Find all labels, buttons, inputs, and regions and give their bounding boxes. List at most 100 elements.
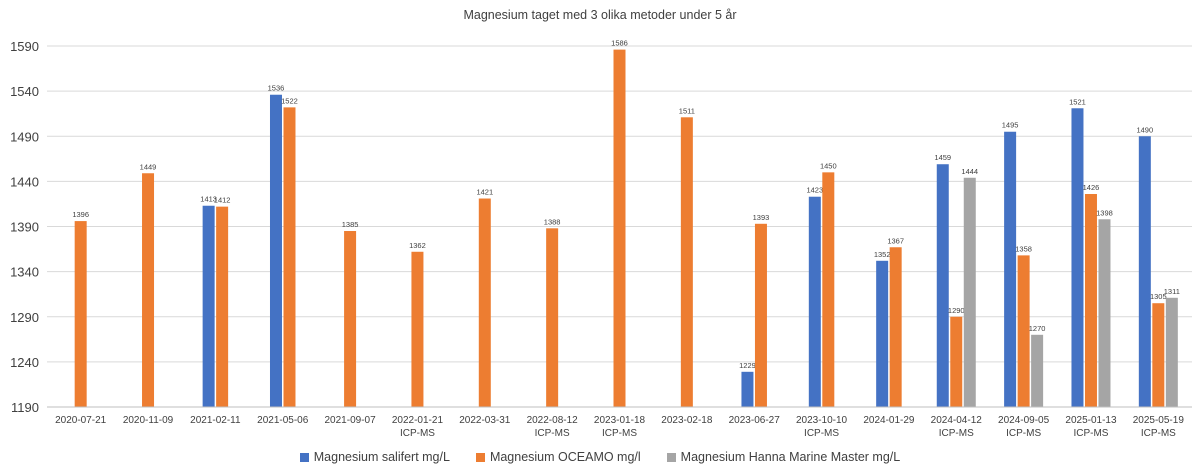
data-label: 1388 xyxy=(544,217,561,226)
x-tick-label: 2024-04-12 xyxy=(931,415,983,426)
bar xyxy=(1098,219,1111,407)
data-label: 1385 xyxy=(342,220,359,229)
bar xyxy=(142,173,155,407)
data-label: 1229 xyxy=(739,361,756,370)
bar xyxy=(1031,334,1044,407)
data-label: 1367 xyxy=(887,236,904,245)
data-label: 1423 xyxy=(806,186,823,195)
x-tick-label: 2022-08-12 xyxy=(527,415,579,426)
x-tick-label: 2022-03-31 xyxy=(459,415,511,426)
x-tick-sublabel: ICP-MS xyxy=(535,428,570,439)
x-tick-label: 2020-07-21 xyxy=(55,415,107,426)
bar xyxy=(741,371,754,407)
chart-title: Magnesium taget med 3 olika metoder unde… xyxy=(463,8,737,22)
bar xyxy=(889,247,902,407)
x-tick-label: 2023-02-18 xyxy=(661,415,713,426)
legend: Magnesium salifert mg/L Magnesium OCEAMO … xyxy=(0,450,1200,464)
y-tick-label: 1340 xyxy=(10,265,39,280)
data-label: 1396 xyxy=(72,210,89,219)
x-tick-sublabel: ICP-MS xyxy=(400,428,435,439)
bar xyxy=(1004,131,1017,408)
data-label: 1362 xyxy=(409,241,426,250)
data-label: 1311 xyxy=(1164,287,1180,296)
x-tick-sublabel: ICP-MS xyxy=(939,428,974,439)
bar xyxy=(478,198,491,407)
data-label: 1412 xyxy=(214,196,231,205)
x-tick-sublabel: ICP-MS xyxy=(804,428,839,439)
x-tick-label: 2021-02-11 xyxy=(190,415,241,426)
data-label: 1393 xyxy=(753,213,770,222)
bar xyxy=(1017,255,1030,407)
data-label: 1413 xyxy=(200,195,217,204)
x-tick-sublabel: ICP-MS xyxy=(602,428,637,439)
data-label: 1522 xyxy=(281,96,298,105)
legend-item: Magnesium OCEAMO mg/l xyxy=(475,450,641,464)
bar xyxy=(822,172,835,407)
x-tick-sublabel: ICP-MS xyxy=(1073,428,1108,439)
x-tick-label: 2020-11-09 xyxy=(123,415,174,426)
x-tick-label: 2024-09-05 xyxy=(998,415,1050,426)
data-label: 1358 xyxy=(1015,244,1032,253)
data-label: 1536 xyxy=(268,84,285,93)
y-tick-label: 1290 xyxy=(10,310,39,325)
bar xyxy=(546,228,559,407)
legend-label: Magnesium salifert mg/L xyxy=(313,450,450,464)
x-tick-label: 2023-06-27 xyxy=(729,415,781,426)
legend-label: Magnesium Hanna Marine Master mg/L xyxy=(680,450,901,464)
bar xyxy=(613,49,626,408)
x-tick-label: 2022-01-21 xyxy=(392,415,444,426)
x-tick-sublabel: ICP-MS xyxy=(1006,428,1041,439)
bar xyxy=(754,223,767,407)
data-label: 1511 xyxy=(679,106,695,115)
data-label: 1495 xyxy=(1002,121,1019,130)
x-tick-sublabel: ICP-MS xyxy=(1141,428,1176,439)
data-label: 1586 xyxy=(611,39,628,48)
y-tick-label: 1540 xyxy=(10,84,39,99)
bar xyxy=(1152,303,1165,407)
bar xyxy=(411,251,424,407)
data-label: 1305 xyxy=(1150,292,1167,301)
bar xyxy=(269,94,282,408)
legend-label: Magnesium OCEAMO mg/l xyxy=(489,450,641,464)
y-tick-label: 1490 xyxy=(10,129,39,144)
x-tick-label: 2024-01-29 xyxy=(863,415,915,426)
bar xyxy=(1138,136,1151,407)
bar xyxy=(216,206,229,407)
data-label: 1449 xyxy=(140,162,157,171)
y-tick-label: 1190 xyxy=(11,400,39,415)
bar xyxy=(950,316,963,407)
x-tick-label: 2021-05-06 xyxy=(257,415,309,426)
y-tick-label: 1240 xyxy=(10,355,39,370)
x-tick-label: 2025-05-19 xyxy=(1133,415,1185,426)
legend-item: Magnesium Hanna Marine Master mg/L xyxy=(666,450,901,464)
bar xyxy=(808,196,821,407)
bar xyxy=(936,164,949,407)
data-label: 1490 xyxy=(1136,125,1153,134)
bar xyxy=(74,221,87,407)
bar xyxy=(680,117,693,408)
bar xyxy=(963,177,976,407)
data-label: 1459 xyxy=(934,153,951,162)
legend-item: Magnesium salifert mg/L xyxy=(299,450,450,464)
y-tick-label: 1590 xyxy=(10,39,39,54)
data-label: 1352 xyxy=(874,250,891,259)
bar xyxy=(202,205,215,407)
data-label: 1521 xyxy=(1069,97,1086,106)
data-label: 1270 xyxy=(1029,324,1046,333)
bar xyxy=(344,231,357,407)
data-label: 1398 xyxy=(1096,208,1113,217)
data-label: 1444 xyxy=(961,167,978,176)
data-label: 1421 xyxy=(476,188,493,197)
legend-swatch xyxy=(299,452,309,462)
x-tick-label: 2023-01-18 xyxy=(594,415,646,426)
x-tick-label: 2023-10-10 xyxy=(796,415,848,426)
bar xyxy=(283,107,296,408)
y-tick-label: 1390 xyxy=(10,220,39,235)
x-tick-label: 2021-09-07 xyxy=(325,415,377,426)
bar xyxy=(1071,108,1084,408)
legend-swatch xyxy=(475,452,485,462)
data-label: 1426 xyxy=(1083,183,1100,192)
legend-swatch xyxy=(666,452,676,462)
